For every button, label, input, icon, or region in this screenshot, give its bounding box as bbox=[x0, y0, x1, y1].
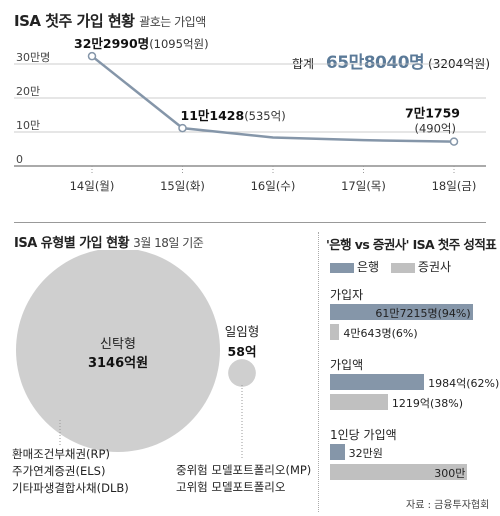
legend-securities: 증권사 bbox=[417, 260, 452, 274]
total-value: 65만8040명 bbox=[325, 53, 425, 73]
bar-bank bbox=[330, 444, 345, 460]
bar-value-label: 61만7215명(94%) bbox=[375, 307, 471, 320]
bubble-trust: 신탁형 3146억원 bbox=[16, 250, 220, 452]
bubble-notes-left: 환매조건부채권(RP) 주가연계증권(ELS) 기타파생결합사채(DLB) bbox=[12, 446, 129, 497]
line-chart-title-text: ISA 첫주 가입 현황 bbox=[14, 12, 135, 30]
bar-securities bbox=[330, 324, 340, 340]
bubble-chart: 신탁형 3146억원 일임형 58억 bbox=[16, 250, 260, 460]
y-tick-label: 20만 bbox=[16, 85, 40, 98]
data-label-bold: 11만1428 bbox=[181, 108, 245, 123]
panel-separator bbox=[318, 232, 319, 512]
x-tick-label: 15일(화) bbox=[160, 179, 205, 193]
bubble-notes-right: 중위험 모델포트폴리오(MP) 고위험 모델포트폴리오 bbox=[176, 462, 311, 496]
bar-legend: 은행 증권사 bbox=[330, 258, 451, 275]
bar-row-bank: 61만7215명(94%) bbox=[330, 304, 482, 320]
data-label-bold: 32만2990명 bbox=[74, 36, 149, 51]
y-tick-label: 30만명 bbox=[16, 51, 50, 64]
y-tick-label: 0 bbox=[16, 153, 23, 166]
bar-row-securities: 4만643명(6%) bbox=[330, 324, 482, 340]
data-label: 32만2990명(1095억원) bbox=[74, 36, 209, 51]
x-tick-label: 14일(월) bbox=[70, 179, 115, 193]
bubble-discretionary: 일임형 58억 bbox=[225, 324, 260, 387]
legend-swatch-securities bbox=[390, 262, 415, 273]
line-chart-title: ISA 첫주 가입 현황 괄호는 가입액 bbox=[14, 10, 206, 31]
bar-value-label: 1219억(38%) bbox=[391, 397, 463, 410]
x-tick-label: 18일(금) bbox=[432, 179, 477, 193]
y-tick-label: 10만 bbox=[16, 119, 40, 132]
bar-securities bbox=[330, 394, 388, 410]
bar-securities bbox=[330, 464, 468, 480]
data-point bbox=[178, 123, 187, 133]
bubble-trust-circle bbox=[16, 250, 220, 452]
bar-bank bbox=[330, 374, 425, 390]
x-tick-label: 17일(목) bbox=[341, 179, 386, 193]
bubble-disc-name: 일임형 bbox=[225, 324, 260, 339]
bar-value-label: 1984억(62%) bbox=[428, 377, 500, 390]
bar-value-label: 4만643명(6%) bbox=[343, 327, 418, 340]
data-label-normal: (535억) bbox=[244, 109, 286, 123]
bubble-trust-value: 3146억원 bbox=[88, 356, 148, 371]
divider bbox=[14, 222, 486, 223]
bar-bank bbox=[330, 304, 473, 320]
bar-group-label: 가입자 bbox=[330, 288, 364, 302]
data-label: 11만1428(535억) bbox=[181, 108, 286, 123]
note-els: 주가연계증권(ELS) bbox=[12, 464, 106, 478]
bar-panel-title: '은행 vs 증권사' ISA 첫주 성적표 bbox=[326, 237, 497, 252]
x-tick-label: 16일(수) bbox=[251, 179, 296, 193]
bar-row-securities: 300만 bbox=[330, 464, 482, 480]
legend-swatch-bank bbox=[330, 262, 354, 273]
bar-group-label: 가입액 bbox=[330, 358, 364, 372]
data-point bbox=[87, 51, 97, 61]
line-chart-note: 괄호는 가입액 bbox=[139, 15, 206, 29]
data-label-bold: 7만1759 bbox=[405, 106, 460, 121]
bubble-title: ISA 유형별 가입 현황 bbox=[14, 236, 130, 251]
line-chart: 0 10만 20만 30만명 14일(월) 15일(화) 16일(수) 17일(목) 18일(금… bbox=[14, 36, 486, 193]
bar-row-bank: 32만원 bbox=[330, 444, 482, 460]
note-rp: 환매조건부채권(RP) bbox=[12, 447, 110, 461]
data-label-normal: (1095억원) bbox=[149, 37, 208, 51]
note-mp-high: 고위험 모델포트폴리오 bbox=[176, 480, 286, 494]
bar-row-securities: 1219억(38%) bbox=[330, 394, 482, 410]
bubble-title-block: ISA 유형별 가입 현황 3월 18일 기준 bbox=[14, 232, 204, 251]
data-label-normal: (490억) bbox=[414, 122, 456, 136]
note-dlb: 기타파생결합사채(DLB) bbox=[12, 481, 129, 495]
series-line bbox=[91, 55, 455, 143]
legend-bank: 은행 bbox=[357, 260, 380, 274]
bubble-disc-value: 58억 bbox=[228, 344, 257, 359]
bar-group-label: 1인당 가입액 bbox=[330, 428, 397, 442]
bar-value-label: 32만원 bbox=[348, 447, 383, 460]
source-note: 자료 : 금융투자협회 bbox=[406, 500, 490, 511]
bubble-subtitle: 3월 18일 기준 bbox=[133, 236, 204, 250]
data-point bbox=[449, 137, 459, 146]
bar-value-label: 300만 bbox=[434, 467, 466, 480]
note-mp-mid: 중위험 모델포트폴리오(MP) bbox=[176, 463, 312, 477]
bubble-disc-circle bbox=[228, 359, 256, 387]
bar-row-bank: 1984억(62%) bbox=[330, 374, 499, 390]
bubble-trust-name: 신탁형 bbox=[100, 337, 136, 352]
